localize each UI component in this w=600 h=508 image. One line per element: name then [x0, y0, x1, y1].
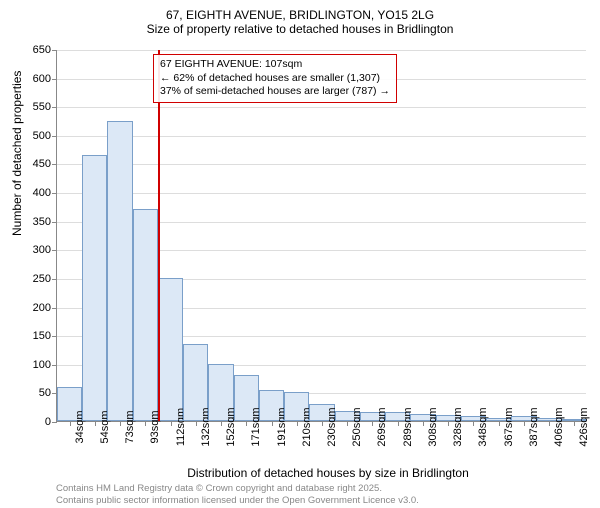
y-tick-mark [52, 50, 57, 51]
x-tick-mark [272, 421, 273, 426]
x-tick-mark [473, 421, 474, 426]
grid-line [57, 164, 586, 165]
y-tick-label: 50 [39, 387, 51, 399]
x-tick-mark [95, 421, 96, 426]
y-tick-mark [52, 164, 57, 165]
annotation-line3: 37% of semi-detached houses are larger (… [160, 85, 390, 99]
footer-line1: Contains HM Land Registry data © Crown c… [56, 483, 419, 494]
x-tick-mark [398, 421, 399, 426]
grid-line [57, 193, 586, 194]
x-tick-mark [221, 421, 222, 426]
plot-area: 0501001502002503003504004505005506006503… [56, 50, 586, 422]
y-tick-label: 450 [33, 158, 51, 170]
chart-title-line2: Size of property relative to detached ho… [0, 22, 600, 36]
x-tick-mark [196, 421, 197, 426]
reference-line [158, 50, 160, 421]
y-tick-mark [52, 250, 57, 251]
y-tick-label: 650 [33, 44, 51, 56]
x-axis-label: Distribution of detached houses by size … [0, 466, 600, 480]
y-tick-label: 200 [33, 302, 51, 314]
annotation-line1: 67 EIGHTH AVENUE: 107sqm [160, 58, 390, 72]
x-tick-mark [423, 421, 424, 426]
y-tick-mark [52, 136, 57, 137]
y-tick-label: 150 [33, 330, 51, 342]
y-tick-mark [52, 422, 57, 423]
y-tick-label: 100 [33, 359, 51, 371]
x-tick-label: 406sqm [553, 407, 565, 446]
y-tick-label: 400 [33, 187, 51, 199]
footer-line2: Contains public sector information licen… [56, 495, 419, 506]
y-tick-label: 550 [33, 101, 51, 113]
y-tick-mark [52, 365, 57, 366]
x-tick-mark [524, 421, 525, 426]
x-tick-mark [347, 421, 348, 426]
x-tick-mark [145, 421, 146, 426]
histogram-bar [133, 209, 158, 421]
x-tick-mark [171, 421, 172, 426]
x-tick-label: 387sqm [528, 407, 540, 446]
histogram-bar [158, 278, 183, 421]
chart-container: 67, EIGHTH AVENUE, BRIDLINGTON, YO15 2LG… [0, 8, 600, 508]
y-tick-label: 350 [33, 216, 51, 228]
y-tick-label: 500 [33, 130, 51, 142]
grid-line [57, 107, 586, 108]
x-tick-mark [499, 421, 500, 426]
y-tick-mark [52, 279, 57, 280]
y-axis-label: Number of detached properties [10, 71, 24, 236]
x-tick-mark [120, 421, 121, 426]
annotation-line2: ← 62% of detached houses are smaller (1,… [160, 72, 390, 86]
grid-line [57, 136, 586, 137]
x-tick-mark [448, 421, 449, 426]
y-tick-mark [52, 107, 57, 108]
footer-attribution: Contains HM Land Registry data © Crown c… [56, 483, 419, 506]
y-tick-mark [52, 79, 57, 80]
y-tick-mark [52, 336, 57, 337]
x-tick-mark [297, 421, 298, 426]
x-tick-mark [322, 421, 323, 426]
histogram-bar [107, 121, 132, 421]
y-tick-label: 600 [33, 73, 51, 85]
x-tick-mark [246, 421, 247, 426]
x-tick-mark [549, 421, 550, 426]
grid-line [57, 50, 586, 51]
x-tick-label: 328sqm [452, 407, 464, 446]
y-tick-label: 250 [33, 273, 51, 285]
x-tick-label: 348sqm [477, 407, 489, 446]
y-tick-label: 0 [45, 416, 51, 428]
y-tick-label: 300 [33, 244, 51, 256]
x-tick-label: 367sqm [503, 407, 515, 446]
annotation-box: 67 EIGHTH AVENUE: 107sqm ← 62% of detach… [153, 54, 397, 103]
x-tick-mark [574, 421, 575, 426]
y-tick-mark [52, 308, 57, 309]
y-tick-mark [52, 193, 57, 194]
x-tick-label: 426sqm [578, 407, 590, 446]
x-tick-mark [372, 421, 373, 426]
chart-title-line1: 67, EIGHTH AVENUE, BRIDLINGTON, YO15 2LG [0, 8, 600, 22]
x-tick-label: 308sqm [427, 407, 439, 446]
histogram-bar [82, 155, 107, 421]
y-tick-mark [52, 222, 57, 223]
x-tick-mark [70, 421, 71, 426]
